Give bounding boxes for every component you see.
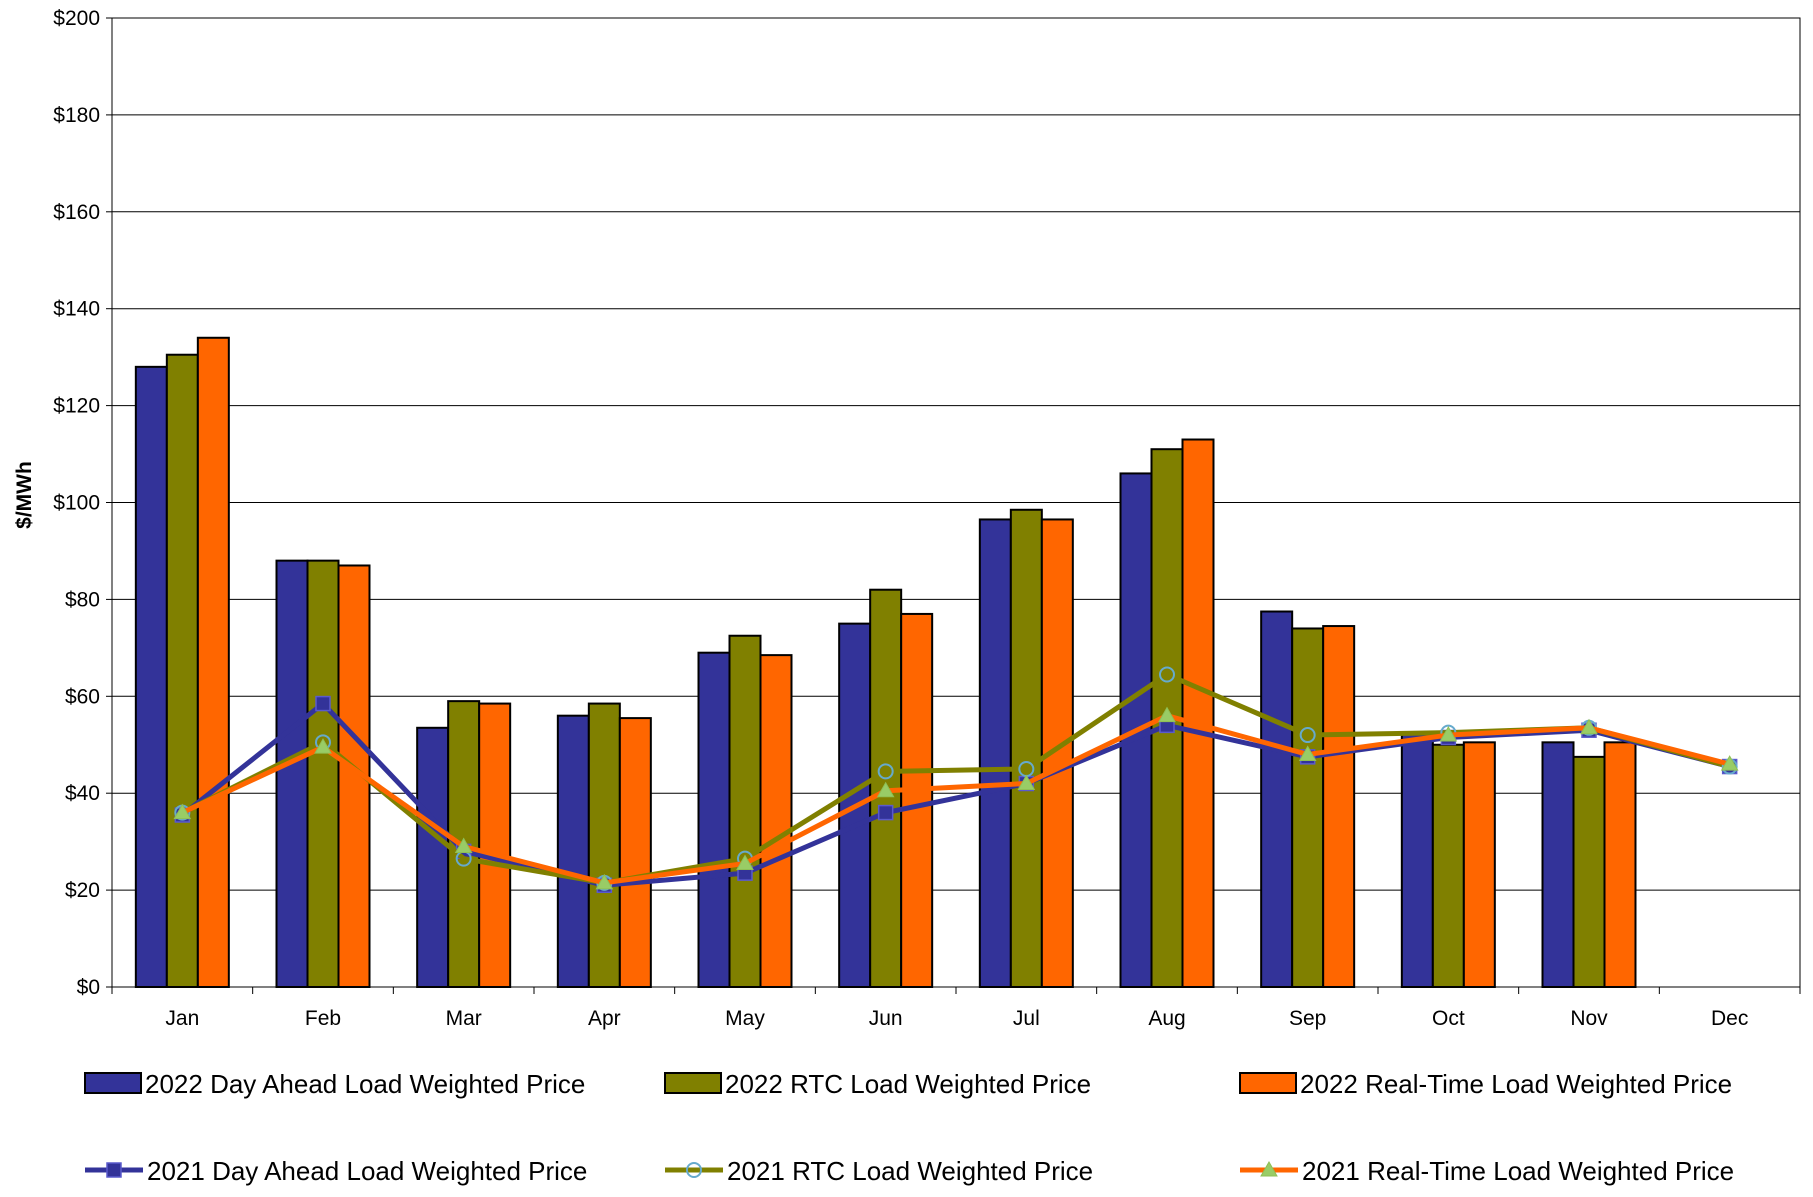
bar-apr-1 — [587, 702, 621, 988]
point-oct-2 — [1439, 726, 1458, 742]
y-axis: $0 $20 $40 $60 $80 $100 $120 $140 $160 $180 $200 — [53, 7, 1801, 999]
bar-sep-1 — [1291, 627, 1325, 988]
legend-label-line-0: 2021 Day Ahead Load Weighted Price — [147, 1156, 587, 1186]
bar-jun-2 — [900, 612, 934, 988]
point-jul-2 — [1017, 774, 1036, 791]
x-tick-label: Jan — [165, 1007, 199, 1030]
x-tick-label: Oct — [1432, 1007, 1465, 1030]
point-nov-2 — [1580, 718, 1598, 735]
point-aug-1 — [1159, 666, 1175, 683]
bar-sep-2 — [1322, 625, 1356, 988]
y-tick-label: $200 — [53, 7, 100, 30]
legend-label-line-1: 2021 RTC Load Weighted Price — [727, 1156, 1093, 1186]
line-series-2 — [181, 713, 1731, 886]
bar-series-group — [134, 336, 1637, 989]
x-axis: Jan Feb Mar Apr May Jun Jul Aug Sep Oct Nov Dec — [111, 987, 1801, 1030]
point-feb-2 — [314, 738, 332, 754]
bar-apr-0 — [556, 714, 590, 988]
y-tick-label: $80 — [65, 588, 100, 611]
x-tick-label: Dec — [1711, 1007, 1748, 1030]
legend-marker-2 — [1260, 1160, 1278, 1177]
bar-sep-0 — [1260, 610, 1294, 988]
point-jun-0 — [877, 804, 894, 821]
bar-jul-0 — [978, 518, 1012, 989]
x-tick-label: Nov — [1570, 1007, 1608, 1030]
y-tick-label: $100 — [53, 492, 100, 515]
legend-swatch-bar-0 — [84, 1072, 142, 1094]
bar-oct-2 — [1462, 741, 1496, 989]
bar-feb-0 — [275, 559, 309, 988]
bar-jul-1 — [1009, 508, 1043, 988]
legend-marker-0 — [106, 1162, 122, 1178]
bar-oct-1 — [1431, 743, 1465, 988]
point-mar-2 — [454, 837, 473, 853]
bar-mar-0 — [416, 726, 450, 988]
bar-nov-1 — [1572, 755, 1606, 988]
bar-nov-0 — [1541, 741, 1575, 989]
bar-apr-2 — [618, 717, 652, 988]
point-dec-2 — [1720, 755, 1739, 771]
legend-label-line-2: 2021 Real-Time Load Weighted Price — [1302, 1156, 1734, 1186]
point-may-2 — [736, 854, 754, 870]
y-tick-label: $40 — [65, 782, 100, 805]
bar-jan-2 — [196, 336, 230, 988]
point-jan-2 — [173, 803, 192, 820]
legend-marker-1 — [686, 1162, 702, 1178]
point-aug-2 — [1158, 706, 1176, 723]
x-tick-label: Jun — [869, 1007, 903, 1030]
point-jun-2 — [876, 781, 895, 798]
y-axis-title: $/MWh — [13, 461, 36, 529]
x-tick-label: Aug — [1148, 1007, 1185, 1030]
y-tick-label: $120 — [53, 395, 100, 418]
point-apr-2 — [595, 873, 614, 890]
line-series-group — [173, 666, 1739, 894]
legend-label-bar-1: 2022 RTC Load Weighted Price — [725, 1069, 1091, 1099]
x-tick-label: Feb — [305, 1007, 341, 1030]
point-sep-2 — [1298, 745, 1317, 761]
y-tick-label: $180 — [53, 104, 100, 127]
bar-may-0 — [697, 651, 731, 988]
bar-mar-2 — [478, 702, 512, 988]
legend-label-bar-0: 2022 Day Ahead Load Weighted Price — [145, 1069, 585, 1099]
bar-may-1 — [728, 634, 762, 988]
y-tick-label: $160 — [53, 201, 100, 224]
bar-jan-0 — [134, 365, 168, 988]
x-tick-label: Mar — [446, 1007, 482, 1030]
bar-may-2 — [759, 654, 793, 988]
y-tick-label: $60 — [65, 685, 100, 708]
legend: 2022 Day Ahead Load Weighted Price 2022 R… — [84, 1069, 1734, 1186]
y-tick-label: $20 — [65, 879, 100, 902]
x-tick-label: Sep — [1289, 1007, 1326, 1030]
point-feb-0 — [315, 695, 331, 712]
bar-oct-0 — [1400, 731, 1434, 989]
line-series-1 — [181, 671, 1731, 886]
point-jun-1 — [877, 763, 894, 780]
y-tick-label: $0 — [77, 976, 100, 999]
legend-swatch-bar-1 — [664, 1072, 722, 1094]
point-sep-1 — [1299, 727, 1316, 744]
bar-feb-1 — [306, 559, 340, 988]
bar-aug-2 — [1181, 438, 1215, 988]
y-tick-label: $140 — [53, 298, 100, 321]
x-tick-label: Apr — [588, 1007, 621, 1030]
bar-jan-1 — [165, 353, 199, 989]
legend-label-bar-2: 2022 Real-Time Load Weighted Price — [1300, 1069, 1732, 1099]
x-tick-label: Jul — [1013, 1007, 1040, 1030]
bar-nov-2 — [1603, 741, 1637, 989]
x-tick-label: May — [725, 1007, 765, 1030]
legend-swatch-bar-2 — [1239, 1072, 1297, 1094]
